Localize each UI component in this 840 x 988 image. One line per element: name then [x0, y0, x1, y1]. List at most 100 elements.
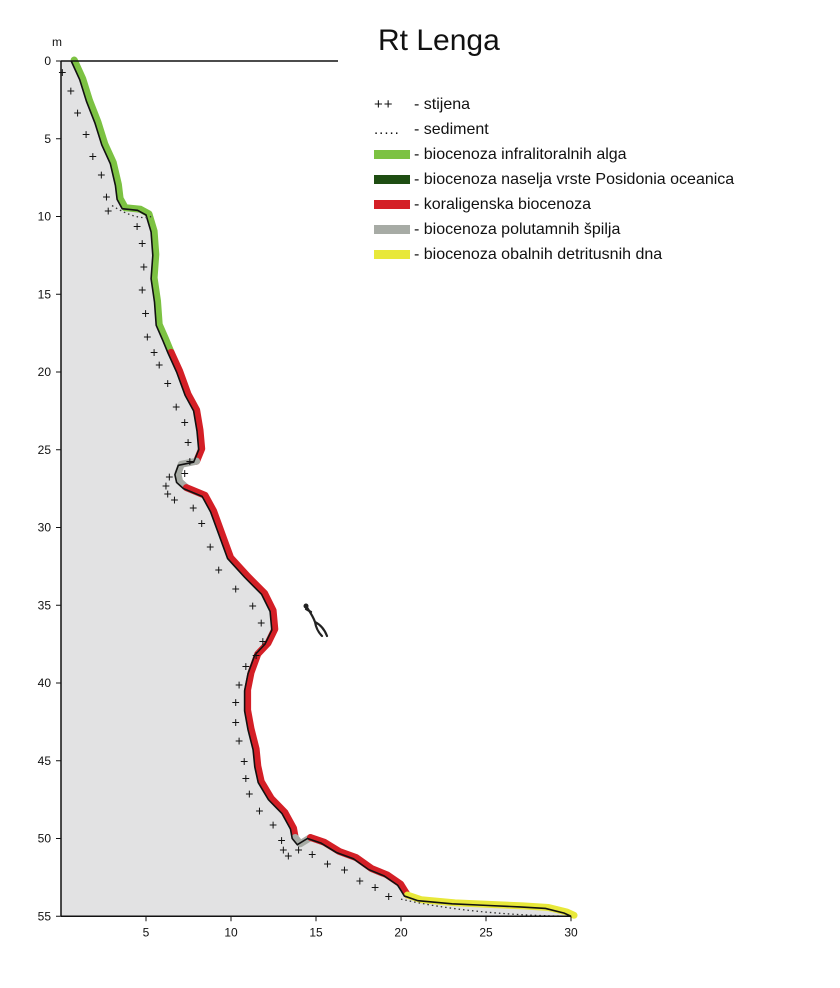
legend-symbol: [374, 200, 410, 209]
x-tick-label: 10: [224, 925, 238, 939]
rock-marker: +: [206, 538, 214, 554]
y-unit-label: m: [52, 35, 62, 49]
biocenosis-zone: [167, 348, 206, 465]
legend-item: ++ - stijena: [374, 92, 734, 117]
legend-item: - koraligenska biocenoza: [374, 192, 734, 217]
y-tick-label: 30: [38, 521, 52, 535]
rock-marker: +: [235, 733, 243, 749]
rock-marker: +: [138, 235, 146, 251]
legend-label: - biocenoza obalnih detritusnih dna: [414, 245, 663, 263]
sediment-dots: [111, 205, 568, 917]
rock-marker: +: [240, 753, 248, 769]
rock-marker: +: [257, 614, 265, 630]
rock-marker: +: [181, 414, 189, 430]
rock-marker: +: [295, 842, 303, 858]
y-tick-label: 20: [38, 365, 52, 379]
diver-icon: [303, 603, 329, 638]
y-tick-label: 35: [38, 598, 52, 612]
rock-marker: +: [232, 714, 240, 730]
diagram-title: Rt Lenga: [378, 24, 500, 57]
rock-marker: +: [242, 658, 250, 674]
rock-marker: +: [284, 848, 292, 864]
rock-marker: +: [184, 434, 192, 450]
y-tick-label: 55: [38, 909, 52, 923]
rock-marker: +: [340, 862, 348, 878]
rock-marker: +: [189, 499, 197, 515]
legend-item: ..... - sediment: [374, 117, 734, 142]
rock-marker: +: [245, 786, 253, 802]
rock-marker: +: [215, 562, 223, 578]
legend: ++ - stijena..... - sediment - biocenoza in…: [374, 92, 734, 267]
y-tick-label: 5: [44, 132, 51, 146]
legend-item: - biocenoza infralitoralnih alga: [374, 142, 734, 167]
legend-symbol: [374, 175, 410, 184]
rock-marker: +: [133, 218, 141, 234]
rock-marker: +: [164, 485, 172, 501]
rock-marker: +: [89, 148, 97, 164]
rock-marker: +: [252, 647, 260, 663]
y-tick-label: 50: [38, 832, 52, 846]
rock-marker: +: [356, 873, 364, 889]
rock-marker: +: [232, 694, 240, 710]
x-tick-label: 15: [309, 925, 323, 939]
rock-marker: +: [198, 515, 206, 531]
rock-marker: +: [242, 770, 250, 786]
legend-symbol: .....: [374, 121, 400, 138]
rock-marker: +: [162, 478, 170, 494]
y-tick-label: 40: [38, 676, 52, 690]
legend-symbol: [374, 150, 410, 159]
profile-line: [70, 60, 572, 917]
legend-label: - sediment: [414, 120, 489, 138]
legend-item: - biocenoza polutamnih špilja: [374, 217, 734, 242]
rock-marker: +: [255, 803, 263, 819]
rock-marker: +: [140, 258, 148, 274]
legend-label: - biocenoza naselja vrste Posidonia ocea…: [414, 170, 735, 188]
x-tick-label: 5: [143, 925, 150, 939]
rock-marker: +: [279, 842, 287, 858]
biocenosis-zone: [403, 891, 578, 919]
y-tick-label: 45: [38, 754, 52, 768]
rock-marker: +: [235, 677, 243, 693]
rock-marker: +: [385, 888, 393, 904]
legend-item: - biocenoza obalnih detritusnih dna: [374, 242, 734, 267]
legend-label: - koraligenska biocenoza: [414, 195, 591, 213]
rock-marker: +: [138, 282, 146, 298]
biocenosis-zone: [307, 834, 411, 899]
rock-marker: +: [181, 465, 189, 481]
biocenosis-zone: [70, 56, 175, 356]
rock-marker: +: [269, 817, 277, 833]
rock-marker: +: [232, 580, 240, 596]
rock-marker: +: [67, 83, 75, 99]
y-tick-label: 10: [38, 210, 52, 224]
x-tick-label: 25: [479, 925, 493, 939]
seabed-fill: [61, 61, 571, 917]
rock-marker: +: [249, 597, 257, 613]
rock-marker: +: [186, 453, 194, 469]
rock-marker: +: [82, 126, 90, 142]
rock-marker: +: [102, 188, 110, 204]
biocenosis-zone: [182, 484, 299, 841]
legend-item: - biocenoza naselja vrste Posidonia ocea…: [374, 167, 734, 192]
seabed-area: [61, 61, 571, 917]
legend-symbol: [374, 250, 410, 259]
rock-marker: +: [278, 832, 286, 848]
sediment-line: [111, 205, 152, 219]
rock-marker: +: [323, 855, 331, 871]
y-tick-label: 15: [38, 287, 52, 301]
rock-marker: +: [150, 344, 158, 360]
y-tick-label: 25: [38, 443, 52, 457]
rock-marker: +: [104, 202, 112, 218]
rock-marker: +: [58, 64, 66, 80]
rock-marker: +: [155, 356, 163, 372]
legend-symbol: [374, 225, 410, 234]
rock-marker: +: [165, 468, 173, 484]
rock-marker: +: [74, 104, 82, 120]
rock-marker: +: [308, 846, 316, 862]
rock-marker: +: [97, 167, 105, 183]
rock-marker: +: [170, 492, 178, 508]
rock-marker: +: [259, 633, 267, 649]
legend-label: - biocenoza polutamnih špilja: [414, 220, 621, 238]
x-tick-label: 30: [564, 925, 578, 939]
